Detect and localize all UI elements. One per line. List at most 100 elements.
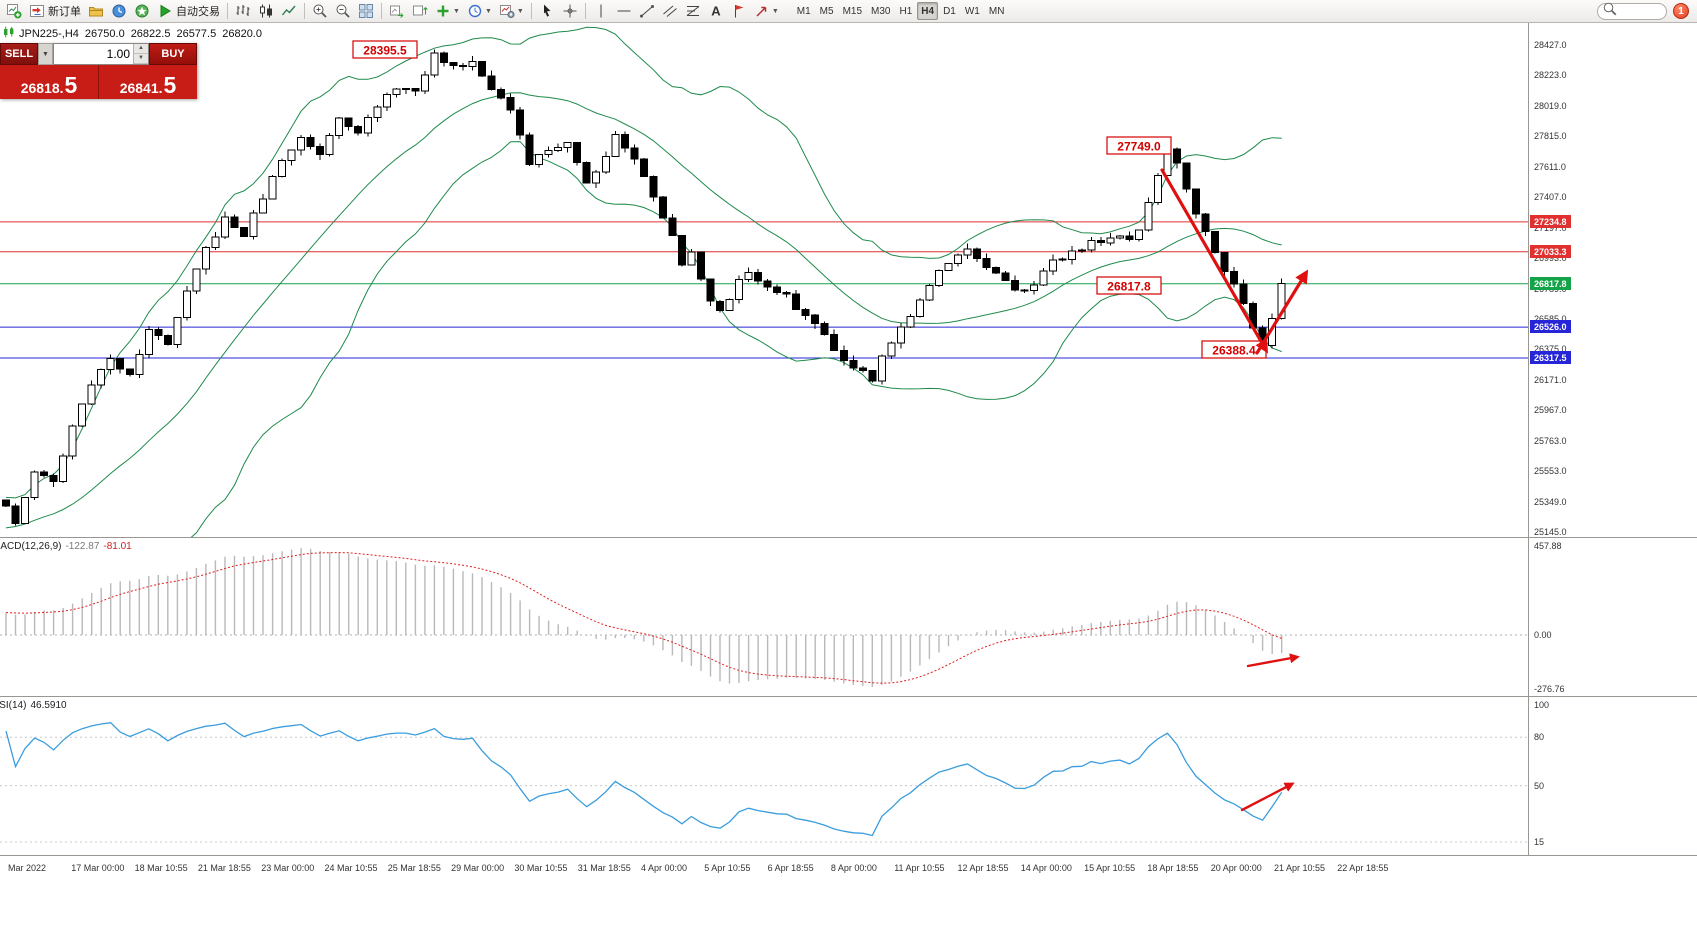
bollinger-upper-band[interactable] (5, 26, 1282, 499)
price-axis-label: 25553.0 (1534, 466, 1567, 477)
price-axis-label: 28427.0 (1534, 40, 1567, 50)
price-annotation[interactable]: 26388.4 (1201, 340, 1267, 359)
text-button[interactable]: A (705, 1, 727, 21)
order-type-dropdown[interactable]: ▼ (38, 43, 53, 65)
sell-price-pip: 5 (64, 72, 78, 99)
candlestick-chart-icon (3, 26, 15, 41)
volume-increase-button[interactable]: ▲ (134, 44, 148, 54)
price-axis-label: 28019.0 (1534, 100, 1567, 111)
rsi-scale-label: 50 (1534, 780, 1545, 791)
zoom-out-button[interactable] (332, 1, 354, 21)
time-axis[interactable]: Mar 2022 17 Mar 00:00 18 Mar 10:55 21 Mar 1… (0, 856, 1697, 946)
volume-input[interactable] (54, 44, 133, 64)
price-annotation[interactable]: 28395.5 (352, 40, 418, 59)
tile-windows-button[interactable] (355, 1, 377, 21)
ohlc-low: 26577.5 (176, 27, 217, 40)
chart-shift-button[interactable] (409, 1, 431, 21)
rsi-indicator-panel[interactable] (0, 697, 1528, 855)
sell-price[interactable]: 26818. 5 (0, 65, 99, 99)
price-axis[interactable]: 28427.0 28223.0 28019.0 27815.0 27611.0 27407… (1528, 23, 1697, 856)
buy-button[interactable]: BUY (149, 43, 197, 65)
svg-text:26388.4: 26388.4 (1212, 344, 1256, 358)
time-axis-label: 8 Apr 00:00 (830, 863, 877, 873)
new-chart-icon (6, 3, 22, 19)
timeframe-m30-button[interactable]: M30 (871, 6, 891, 17)
arrows-menu-button[interactable]: ▼ (751, 1, 782, 21)
horizontal-line-button[interactable] (613, 1, 635, 21)
main-chart-svg[interactable]: 28395.5 27749.0 26817.8 26388.4 (0, 23, 1528, 537)
notification-badge[interactable]: 1 (1673, 3, 1689, 19)
tile-icon (358, 3, 374, 19)
time-axis-label: 30 Mar 10:55 (514, 863, 568, 873)
price-annotation[interactable]: 26817.8 (1096, 276, 1162, 295)
cursor-button[interactable] (536, 1, 558, 21)
vertical-line-button[interactable] (590, 1, 612, 21)
price-axis-label: 25967.0 (1534, 405, 1567, 416)
time-axis-label: 21 Apr 10:55 (1274, 863, 1326, 873)
timeframe-m5-button[interactable]: M5 (819, 6, 834, 17)
new-chart-button[interactable] (3, 1, 25, 21)
chevron-down-icon: ▼ (453, 7, 460, 15)
text-label-button[interactable] (728, 1, 750, 21)
time-axis-label: 18 Mar 10:55 (134, 863, 188, 873)
trend-arrow[interactable] (1160, 168, 1269, 354)
time-axis-label: 21 Mar 18:55 (197, 863, 251, 873)
buy-price-pip: 5 (163, 72, 177, 99)
buy-price[interactable]: 26841. 5 (99, 65, 197, 99)
templates-icon (499, 3, 515, 19)
auto-scroll-button[interactable] (386, 1, 408, 21)
macd-name: MACD(12,26,9) (0, 541, 62, 552)
timeframe-m1-button[interactable]: M1 (796, 6, 811, 17)
timeframe-h4-button[interactable]: H4 (917, 2, 939, 20)
trend-arrow[interactable] (1240, 782, 1295, 812)
equidistant-channel-button[interactable] (659, 1, 681, 21)
bar-chart-button[interactable] (232, 1, 254, 21)
price-level-tag[interactable]: 26317.5 (1530, 351, 1571, 365)
fibonacci-retracement-button[interactable] (682, 1, 704, 21)
trendline-button[interactable] (636, 1, 658, 21)
rsi-scale-label: 80 (1534, 732, 1545, 743)
price-level-tag[interactable]: 27033.3 (1530, 244, 1571, 258)
timeframe-w1-button[interactable]: W1 (964, 6, 980, 17)
rsi-svg[interactable] (0, 697, 1528, 855)
trend-arrow[interactable] (1246, 653, 1300, 668)
chevron-down-icon: ▼ (484, 7, 492, 15)
auto-trading-button[interactable]: 自动交易 (154, 1, 223, 21)
main-chart-panel[interactable]: 28395.5 27749.0 26817.8 26388.4 (0, 23, 1528, 537)
price-annotation[interactable]: 27749.0 (1106, 136, 1172, 155)
macd-svg[interactable] (0, 538, 1528, 696)
price-level-tag[interactable]: 27234.8 (1530, 214, 1571, 228)
search-box[interactable] (1597, 2, 1667, 20)
indicators-button[interactable]: ▼ (432, 1, 463, 21)
new-order-button[interactable]: 新订单 (26, 1, 84, 21)
sell-button[interactable]: SELL (0, 43, 38, 65)
bollinger-lower-band[interactable] (6, 141, 1282, 537)
market-watch-button[interactable] (108, 1, 130, 21)
volume-decrease-button[interactable]: ▼ (134, 54, 148, 64)
price-level-tag[interactable]: 26817.8 (1530, 276, 1571, 290)
crosshair-button[interactable] (559, 1, 581, 21)
macd-indicator-panel[interactable] (0, 538, 1528, 696)
navigator-button[interactable] (131, 1, 153, 21)
one-click-trading-widget: SELL ▼ ▲ ▼ BUY 26818. 5 26841. 5 (0, 43, 197, 99)
crosshair-icon (562, 3, 578, 19)
candlestick-chart-button[interactable] (255, 1, 277, 21)
autotrade-icon (157, 3, 173, 19)
panel-divider[interactable] (0, 855, 1697, 856)
timeframe-m15-button[interactable]: M15 (842, 6, 863, 17)
panel-divider[interactable] (0, 696, 1697, 697)
timeframe-mn-button[interactable]: MN (988, 6, 1005, 17)
trend-arrow[interactable] (1255, 269, 1309, 355)
line-chart-button[interactable] (278, 1, 300, 21)
panel-divider[interactable] (0, 537, 1697, 538)
profiles-button[interactable] (85, 1, 107, 21)
autoscroll-icon (389, 3, 405, 19)
timeframe-h1-button[interactable]: H1 (899, 6, 913, 17)
periods-button[interactable]: ▼ (464, 1, 495, 21)
search-input[interactable] (1618, 5, 1662, 17)
templates-button[interactable]: ▼ (496, 1, 527, 21)
zoom-in-button[interactable] (309, 1, 331, 21)
bollinger-middle-band[interactable] (5, 92, 1282, 529)
price-level-tag[interactable]: 26526.0 (1530, 320, 1571, 334)
timeframe-d1-button[interactable]: D1 (943, 6, 956, 17)
